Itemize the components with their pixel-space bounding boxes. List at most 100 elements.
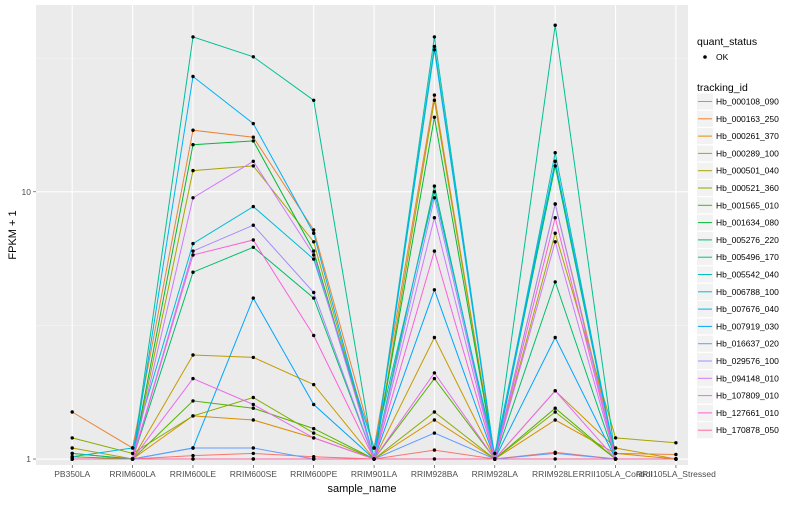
data-point <box>312 402 316 407</box>
data-point <box>191 253 195 257</box>
point-legend: OK <box>703 52 729 62</box>
data-point <box>553 418 557 422</box>
plot-panel <box>36 5 688 465</box>
data-point <box>251 135 255 139</box>
legend-title-tracking-id: tracking_id <box>697 82 748 94</box>
data-point <box>251 446 255 450</box>
data-point <box>191 128 195 132</box>
x-tick-label: RRIM600LA <box>109 469 156 479</box>
data-point <box>312 257 316 261</box>
data-point <box>251 395 255 400</box>
legend-label: Hb_000163_250 <box>716 114 779 124</box>
data-point <box>553 216 557 220</box>
legend-label: Hb_005542_040 <box>716 270 779 280</box>
legend-label: Hb_000108_090 <box>716 97 779 107</box>
data-point <box>432 249 437 253</box>
legend-label: Hb_016637_020 <box>716 339 779 349</box>
legend-label: Hb_005496_170 <box>716 252 779 262</box>
data-point <box>493 457 497 461</box>
data-point <box>312 231 316 235</box>
x-axis: PB350LA RRIM600LA RRIM600LE RRIM600SE RRIM60… <box>54 465 716 479</box>
data-point <box>191 457 195 461</box>
data-point <box>432 184 437 188</box>
data-point <box>432 93 437 97</box>
data-point <box>432 44 437 49</box>
data-point <box>432 431 437 435</box>
data-point <box>251 451 255 456</box>
data-point <box>251 55 255 59</box>
data-point <box>372 457 376 461</box>
y-axis-title: FPKM + 1 <box>7 210 19 259</box>
data-point <box>432 288 437 292</box>
data-point <box>432 335 437 340</box>
data-point <box>613 451 618 456</box>
data-point <box>70 457 74 461</box>
data-point <box>312 240 316 244</box>
data-point <box>312 457 316 461</box>
x-tick-label: RRIM600PE <box>290 469 338 479</box>
data-point <box>251 355 255 360</box>
legend-label: Hb_000289_100 <box>716 148 779 158</box>
data-point <box>312 333 316 338</box>
data-point <box>312 436 316 440</box>
data-point <box>191 249 195 253</box>
legend-label: OK <box>716 52 729 62</box>
data-point <box>493 451 497 456</box>
data-point <box>553 240 557 244</box>
data-point <box>251 245 255 249</box>
data-point <box>70 436 74 440</box>
data-point <box>191 241 195 246</box>
data-point <box>553 457 557 461</box>
data-point <box>674 457 678 461</box>
data-point <box>553 164 557 168</box>
data-point <box>312 382 316 387</box>
data-point <box>553 451 557 456</box>
legend: quant_status OK tracking_id Hb_000108_09… <box>697 36 779 439</box>
data-point <box>191 74 195 79</box>
data-point <box>251 139 255 143</box>
data-point <box>312 296 316 300</box>
legend-label: Hb_007676_040 <box>716 304 779 314</box>
data-point <box>251 296 255 300</box>
x-axis-title: sample_name <box>327 483 396 495</box>
data-point <box>191 168 195 173</box>
data-point <box>312 98 316 103</box>
y-tick-label: 10 <box>22 187 32 197</box>
data-point <box>432 457 437 461</box>
y-axis: 1 10 <box>22 187 36 464</box>
data-point <box>191 414 195 418</box>
data-point <box>432 98 437 103</box>
data-point <box>432 448 437 452</box>
data-point <box>130 457 135 461</box>
data-point <box>553 410 557 414</box>
data-point <box>251 223 255 227</box>
data-point <box>432 196 437 200</box>
data-point <box>251 406 255 410</box>
series-points <box>70 23 678 461</box>
legend-label: Hb_000501_040 <box>716 166 779 176</box>
data-point <box>191 35 195 39</box>
legend-label: Hb_005276_220 <box>716 235 779 245</box>
data-point <box>251 204 255 209</box>
data-point <box>553 335 557 340</box>
data-point <box>191 453 195 458</box>
data-point <box>191 196 195 200</box>
data-point <box>191 270 195 274</box>
legend-label: Hb_170878_050 <box>716 425 779 435</box>
data-point <box>191 399 195 403</box>
legend-label: Hb_107809_010 <box>716 391 779 401</box>
data-point <box>251 159 255 163</box>
legend-label: Hb_001634_080 <box>716 218 779 228</box>
data-point <box>70 451 74 456</box>
x-tick-label: RRII105LA_Control <box>579 469 653 479</box>
data-point <box>553 231 557 235</box>
data-point <box>553 406 557 410</box>
data-point <box>432 190 437 194</box>
legend-label: Hb_007919_030 <box>716 321 779 331</box>
legend-label: Hb_000521_360 <box>716 183 779 193</box>
data-point <box>432 35 437 39</box>
data-point <box>432 216 437 220</box>
data-point <box>613 446 618 450</box>
data-point <box>432 48 437 52</box>
